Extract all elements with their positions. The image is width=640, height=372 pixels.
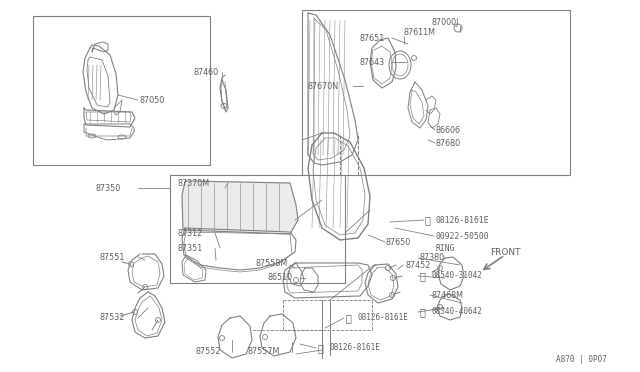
Text: 87452: 87452 xyxy=(405,260,430,269)
Bar xyxy=(33,16,210,165)
Text: 08340-40642: 08340-40642 xyxy=(431,308,482,317)
Text: 87552: 87552 xyxy=(196,347,221,356)
Text: Ⓢ: Ⓢ xyxy=(420,271,426,281)
Text: 87050: 87050 xyxy=(140,96,165,105)
Text: 87468M: 87468M xyxy=(432,291,464,299)
Text: FRONT: FRONT xyxy=(490,247,520,257)
Text: 08126-8161E: 08126-8161E xyxy=(357,314,408,323)
Text: 87350: 87350 xyxy=(95,183,120,192)
Text: Ⓑ: Ⓑ xyxy=(318,343,324,353)
Text: 87651: 87651 xyxy=(360,33,385,42)
Text: 87551: 87551 xyxy=(100,253,125,262)
Text: 86606: 86606 xyxy=(436,125,461,135)
Text: 86510: 86510 xyxy=(268,273,293,282)
Text: 87532: 87532 xyxy=(100,314,125,323)
Text: Ⓑ: Ⓑ xyxy=(346,313,352,323)
Text: 87380: 87380 xyxy=(420,253,445,263)
Text: 87370M: 87370M xyxy=(177,179,209,187)
Text: 87000J: 87000J xyxy=(432,17,460,26)
Text: 87312: 87312 xyxy=(177,228,202,237)
Text: 87680: 87680 xyxy=(436,138,461,148)
Text: 87670N: 87670N xyxy=(307,81,338,90)
Text: 08126-8161E: 08126-8161E xyxy=(436,215,490,224)
Text: 87643: 87643 xyxy=(360,58,385,67)
Text: 87611M: 87611M xyxy=(404,28,436,36)
Text: Ⓑ: Ⓑ xyxy=(425,215,431,225)
Text: 87650: 87650 xyxy=(386,237,412,247)
Text: A870 | 0P07: A870 | 0P07 xyxy=(556,356,607,365)
Polygon shape xyxy=(182,181,298,234)
Bar xyxy=(170,175,345,283)
Text: 87558M: 87558M xyxy=(256,259,288,267)
Text: 87557M: 87557M xyxy=(248,347,280,356)
Text: 87351: 87351 xyxy=(177,244,202,253)
Text: 00922-50500: 00922-50500 xyxy=(436,231,490,241)
Text: 08126-8161E: 08126-8161E xyxy=(329,343,380,353)
Text: Ⓢ: Ⓢ xyxy=(420,307,426,317)
Text: RING: RING xyxy=(436,244,456,253)
Text: 87460: 87460 xyxy=(193,67,218,77)
Text: 08540-31042: 08540-31042 xyxy=(431,272,482,280)
Bar xyxy=(302,10,570,175)
